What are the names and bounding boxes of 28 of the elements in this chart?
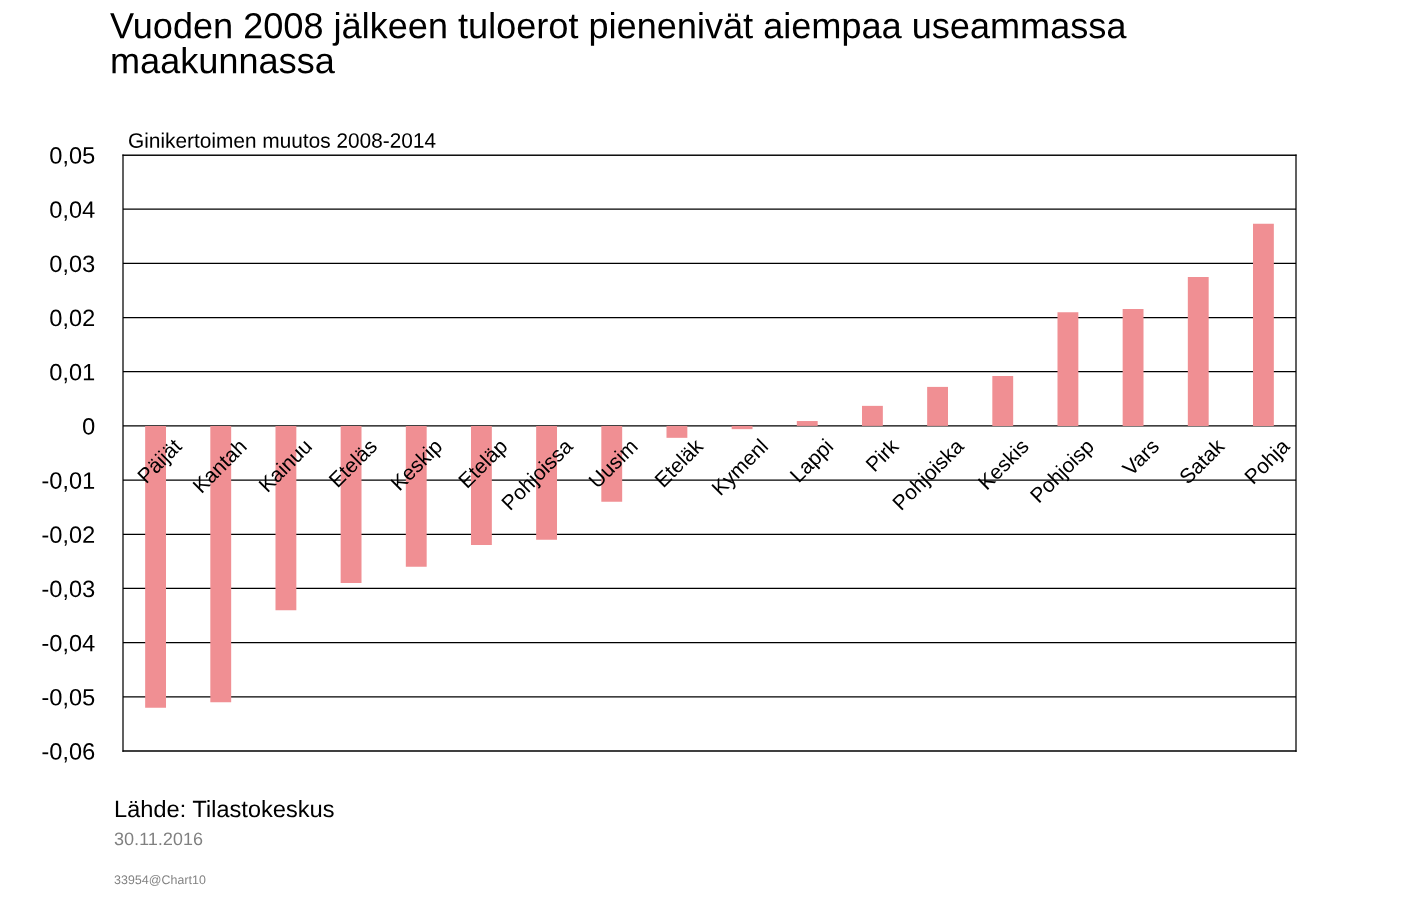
y-tick-label: -0,02 <box>42 526 95 546</box>
y-tick-label: 0,02 <box>50 309 95 330</box>
bar <box>1057 312 1079 426</box>
y-tick-label: -0,05 <box>42 688 95 709</box>
y-tick-label: 0,05 <box>50 147 95 167</box>
bar <box>992 376 1014 426</box>
chart-title: Vuoden 2008 jälkeen tuloerot pienenivät aiempaa useammassa maakunnassa <box>110 12 1127 74</box>
y-tick-label: -0,01 <box>42 472 95 492</box>
bar <box>731 425 753 430</box>
bar <box>666 425 688 438</box>
bar <box>796 421 818 426</box>
y-axis-title: Ginikertoimen muutos 2008-2014 <box>129 132 436 148</box>
bar <box>1252 223 1274 426</box>
bar <box>927 386 949 426</box>
x-tick-label: Vars <box>1121 438 1161 477</box>
y-tick-label: 0 <box>83 417 95 435</box>
y-tick-label: -0,04 <box>42 634 95 655</box>
text: 33954@Chart10 <box>114 875 206 886</box>
y-tick-label: 0,01 <box>50 363 95 384</box>
y-tick-label: 0,04 <box>50 201 95 221</box>
y-tick-label: 0,03 <box>50 255 95 275</box>
bar <box>861 405 883 426</box>
y-tick-label: -0,03 <box>42 580 95 601</box>
bar <box>1187 276 1209 426</box>
y-tick-label: -0,06 <box>42 743 95 763</box>
text: 30.11.2016 <box>114 832 203 846</box>
text: Lähde: Tilastokeskus <box>115 800 334 818</box>
bar <box>1122 308 1144 426</box>
